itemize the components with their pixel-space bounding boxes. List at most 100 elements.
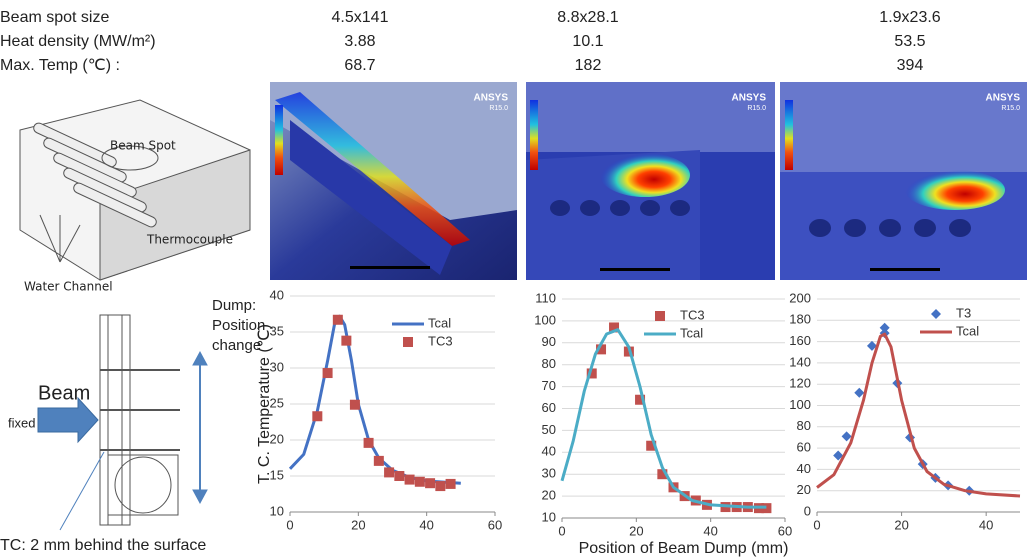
- y-tick-label: 100: [534, 312, 556, 327]
- marker: [879, 322, 890, 333]
- row-label: Beam spot size: [0, 9, 109, 26]
- logo: ANSYS: [474, 93, 509, 104]
- x-tick-label: 0: [813, 517, 820, 532]
- logo: ANSYS: [986, 93, 1021, 104]
- y-tick-label: 60: [542, 400, 556, 415]
- x-tick-label: 20: [629, 523, 643, 538]
- table-cell: 3.88: [344, 33, 375, 50]
- y-tick-label: 80: [542, 356, 556, 371]
- y-tick-label: 30: [542, 466, 556, 481]
- x-tick-label: 40: [419, 517, 433, 532]
- diagram-label: Thermocouple: [146, 233, 233, 247]
- dump-label: Dump:: [212, 297, 256, 314]
- y-tick-label: 35: [270, 323, 284, 338]
- dump-label: change: [212, 337, 261, 354]
- x-tick-label: 0: [286, 517, 293, 532]
- simulation-image: ANSYS R15.0: [270, 82, 517, 280]
- table-cell: 53.5: [894, 33, 925, 50]
- y-tick-label: 30: [270, 359, 284, 374]
- row-label: Max. Temp (℃) :: [0, 57, 120, 74]
- beam-label: Beam: [38, 382, 90, 404]
- diagram-label: Beam Spot: [110, 139, 176, 153]
- x-tick-label: 60: [778, 523, 792, 538]
- y-tick-label: 110: [535, 290, 556, 305]
- y-tick-label: 20: [270, 431, 284, 446]
- marker: [322, 368, 333, 379]
- y-tick-label: 40: [797, 461, 811, 476]
- caption: TC: 2 mm behind the surface: [0, 537, 206, 554]
- simulation-image: ANSYS R15.0: [780, 82, 1027, 280]
- x-axis-label: Position of Beam Dump (mm): [579, 540, 789, 557]
- x-tick-label: 20: [351, 517, 365, 532]
- row-label: Heat density (MW/m²): [0, 33, 156, 50]
- legend-label: Tcal: [680, 325, 703, 340]
- marker: [761, 503, 772, 514]
- y-tick-label: 120: [789, 376, 811, 391]
- marker: [394, 471, 405, 481]
- diagram-label: Water Channel: [24, 280, 113, 294]
- y-tick-label: 140: [789, 354, 811, 369]
- legend-label: T3: [956, 305, 971, 320]
- table-cell: 182: [575, 57, 602, 74]
- table-cell: 68.7: [344, 57, 375, 74]
- y-tick-label: 50: [542, 422, 556, 437]
- table-cell: 8.8x28.1: [557, 9, 618, 26]
- marker: [341, 335, 352, 346]
- marker: [403, 337, 413, 347]
- y-tick-label: 0: [804, 503, 811, 518]
- marker: [373, 455, 384, 466]
- marker: [931, 309, 941, 319]
- marker: [586, 368, 597, 379]
- y-tick-label: 100: [789, 397, 811, 412]
- x-tick-label: 0: [558, 523, 565, 538]
- series-line: [560, 328, 767, 509]
- dump-drawing: [37, 314, 208, 531]
- x-tick-label: 60: [488, 517, 502, 532]
- legend-label: Tcal: [428, 315, 451, 330]
- marker: [332, 314, 343, 325]
- marker: [425, 478, 436, 489]
- table-cell: 394: [897, 57, 924, 74]
- marker: [363, 437, 374, 448]
- y-tick-label: 90: [542, 334, 556, 349]
- marker: [646, 440, 657, 451]
- marker: [404, 474, 415, 485]
- x-tick-label: 40: [979, 517, 993, 532]
- y-tick-label: 10: [270, 503, 284, 518]
- legend-label: TC3: [680, 307, 705, 322]
- legend-label: Tcal: [956, 323, 979, 338]
- y-tick-label: 70: [542, 378, 556, 393]
- y-tick-label: 15: [270, 467, 284, 482]
- x-tick-label: 40: [703, 523, 717, 538]
- marker: [312, 411, 323, 422]
- y-tick-label: 10: [542, 509, 556, 524]
- marker: [609, 322, 620, 333]
- marker: [635, 394, 646, 405]
- marker: [655, 311, 665, 321]
- legend-label: TC3: [428, 333, 453, 348]
- marker: [384, 467, 395, 478]
- simulation-image: ANSYS R15.0: [526, 82, 775, 280]
- marker: [596, 344, 607, 355]
- marker: [866, 340, 877, 351]
- y-tick-label: 80: [797, 418, 811, 433]
- series-line: [816, 332, 1021, 498]
- marker: [841, 431, 852, 442]
- marker: [349, 399, 360, 410]
- version: R15.0: [1001, 105, 1020, 112]
- logo: ANSYS: [732, 93, 767, 104]
- dump-label: Position: [212, 317, 265, 334]
- marker: [833, 450, 844, 461]
- y-tick-label: 180: [789, 312, 811, 327]
- y-tick-label: 60: [797, 440, 811, 455]
- x-tick-label: 20: [894, 517, 908, 532]
- table-cell: 10.1: [572, 33, 603, 50]
- version: R15.0: [747, 105, 766, 112]
- marker: [414, 476, 425, 487]
- table-cell: 1.9x23.6: [879, 9, 940, 26]
- y-tick-label: 40: [270, 287, 284, 302]
- marker: [445, 478, 456, 489]
- marker: [854, 387, 865, 398]
- marker: [657, 469, 668, 480]
- y-axis-label: T. C. Temperature (℃): [256, 324, 273, 484]
